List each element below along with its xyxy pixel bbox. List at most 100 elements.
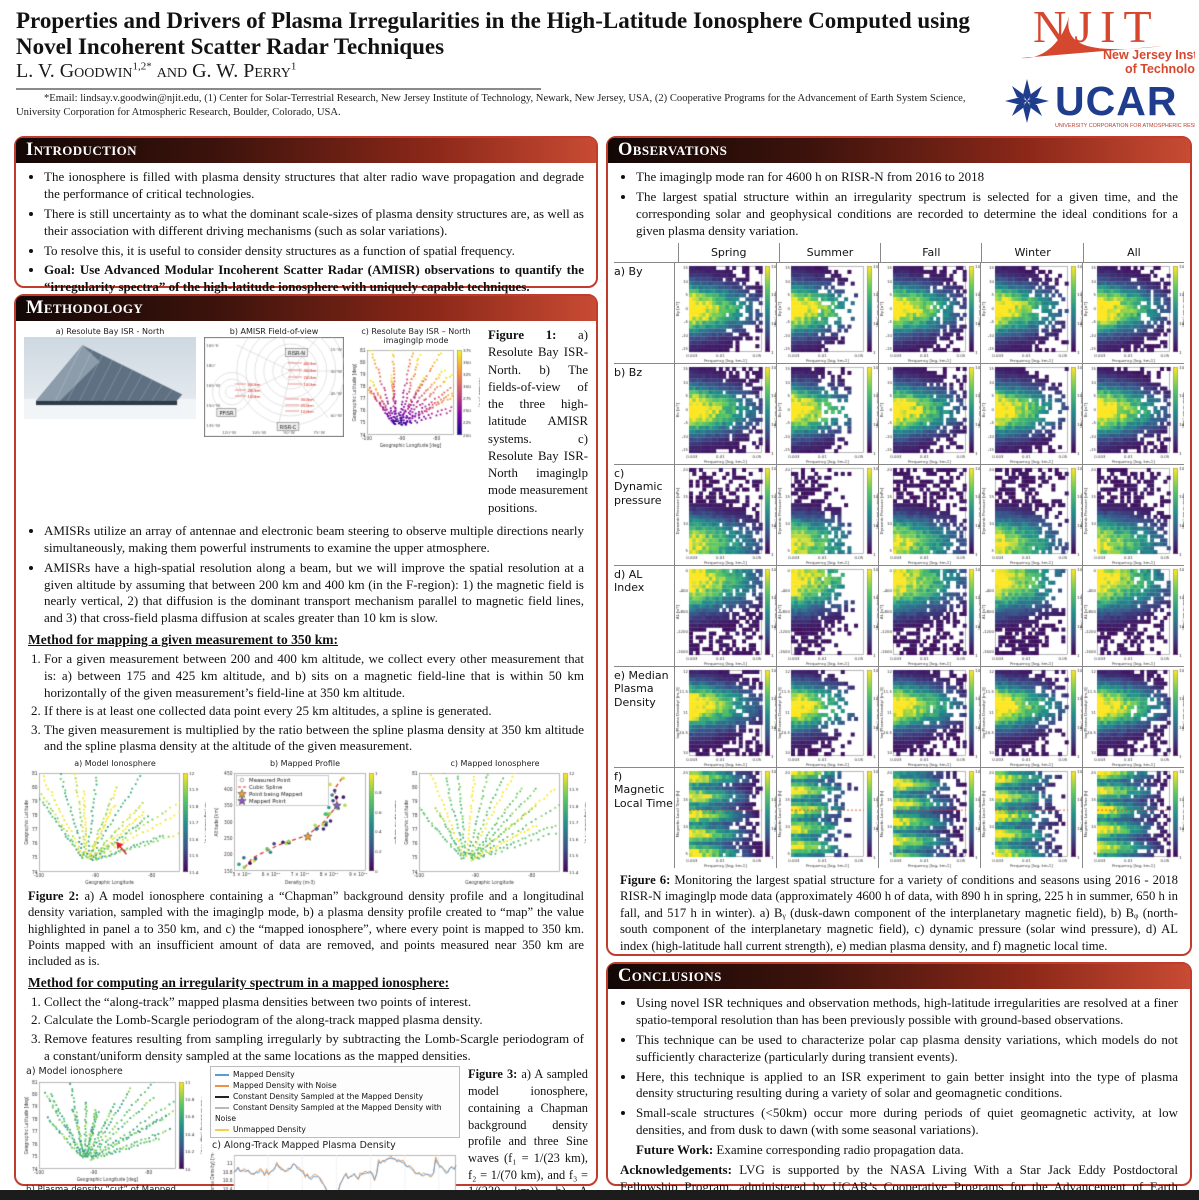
legend-entry: Unmapped Density — [215, 1124, 455, 1135]
methodology-section: Methodology a) Resolute Bay ISR - North … — [14, 294, 598, 1200]
list-item: This technique can be used to characteri… — [636, 1032, 1178, 1066]
fig3-left-column: a) Model ionosphere b) Plasma density “c… — [24, 1066, 202, 1200]
fig1-panel-b: b) AMISR Field-of-view — [204, 327, 344, 437]
authors-conj: and — [151, 60, 193, 82]
list-item: Using novel ISR techniques and observati… — [636, 995, 1178, 1029]
legend-entry: Mapped Density — [215, 1069, 455, 1080]
list-item: To resolve this, it is useful to conside… — [44, 243, 584, 260]
fig1c-title: c) Resolute Bay ISR – North imaginglp mo… — [361, 327, 471, 345]
obs-column-header: Fall — [880, 242, 981, 262]
obs-heatmap-cell — [1082, 565, 1184, 666]
obs-heatmap-cell — [674, 565, 776, 666]
njit-logo: NJIT New Jersey Institute of Technology — [1003, 1, 1199, 76]
obs-heatmap-cell — [1082, 363, 1184, 464]
method2-steps: Collect the “along-track” mapped plasma … — [44, 994, 584, 1065]
method1-heading: Method for mapping a given measurement t… — [28, 632, 338, 648]
legend-entry: Mapped Density with Noise — [215, 1080, 455, 1091]
fig3-legend: Mapped Density Mapped Density with Noise C… — [210, 1066, 460, 1139]
list-item: The largest spatial structure within an … — [636, 189, 1178, 240]
affiliation: *Email: lindsay.v.goodwin@njit.edu, (1) … — [16, 93, 966, 119]
obs-heatmap-cell — [980, 565, 1082, 666]
list-item: If there is at least one collected data … — [44, 703, 584, 720]
observations-header: Observations — [608, 138, 1190, 163]
introduction-section: Introduction The ionosphere is filled wi… — [14, 136, 598, 294]
observations-section: Observations The imaginglp mode ran for … — [606, 136, 1192, 956]
list-item: For a given measurement between 200 and … — [44, 651, 584, 701]
obs-heatmap-cell — [980, 666, 1082, 767]
obs-heatmap-cell — [878, 767, 980, 868]
ucar-logo: UCAR UNIVERSITY CORPORATION FOR ATMOSPHE… — [1003, 78, 1199, 130]
obs-heatmap-cell — [878, 464, 980, 565]
fig2-panel-b: b) Mapped Profile — [214, 759, 396, 886]
conclusions-bullets: Using novel ISR techniques and observati… — [636, 995, 1178, 1139]
legend-entry: Constant Density Sampled at the Mapped D… — [215, 1103, 442, 1124]
method1-steps: For a given measurement between 200 and … — [44, 651, 584, 755]
obs-heatmap-cell — [878, 565, 980, 666]
obs-heatmap-cell — [878, 262, 980, 363]
list-item: Small-scale structures (<50km) occur mor… — [636, 1105, 1178, 1139]
obs-heatmap-cell — [674, 262, 776, 363]
list-item: Calculate the Lomb-Scargle periodogram o… — [44, 1012, 584, 1029]
fig2b-chart — [214, 769, 396, 886]
future-work: Future Work: Examine corresponding radio… — [636, 1142, 964, 1158]
fig1b-title: b) AMISR Field-of-view — [229, 327, 319, 336]
obs-heatmap-cell — [776, 565, 878, 666]
obs-row-label: f) Magnetic Local Time — [614, 769, 673, 811]
fig2c-title: c) Mapped Ionosphere — [450, 759, 540, 769]
ucar-subtext: UNIVERSITY CORPORATION FOR ATMOSPHERIC R… — [1055, 123, 1195, 129]
obs-heatmap-cell — [878, 363, 980, 464]
introduction-header: Introduction — [16, 138, 596, 163]
header-divider — [16, 88, 541, 90]
poster-title: Properties and Drivers of Plasma Irregul… — [16, 8, 970, 60]
ucar-letters: UCAR — [1055, 78, 1177, 124]
fig1a-title: a) Resolute Bay ISR - North — [55, 327, 165, 336]
author-1-sup: 1,2* — [132, 60, 152, 73]
njit-swoosh-icon — [1021, 16, 1163, 59]
obs-heatmap-cell — [980, 363, 1082, 464]
obs-column-header: All — [1082, 242, 1184, 262]
amisr-fov-map — [204, 337, 344, 437]
obs-heatmap-cell — [1082, 262, 1184, 363]
njit-letters: NJIT — [1033, 2, 1160, 52]
fig1-panel-c: c) Resolute Bay ISR – North imaginglp mo… — [352, 327, 480, 448]
fig3a-chart — [24, 1078, 202, 1183]
list-item: There is still uncertainty as to what th… — [44, 206, 584, 240]
observations-bullets: The imaginglp mode ran for 4600 h on RIS… — [636, 169, 1178, 240]
poster-bottom-bar — [0, 1190, 1199, 1200]
fig1c-chart — [352, 346, 480, 448]
authors: L. V. Goodwin1,2* and G. W. Perry1 — [16, 60, 296, 83]
methodology-header: Methodology — [16, 296, 596, 321]
njit-sub-1: New Jersey Institute — [1103, 48, 1195, 62]
list-item: The given measurement is multiplied by t… — [44, 722, 584, 755]
list-item: The imaginglp mode ran for 4600 h on RIS… — [636, 169, 1178, 186]
obs-heatmap-cell — [776, 262, 878, 363]
observations-grid: Spring Summer Fall Winter All a) By b) Bz c) Dy… — [614, 242, 1184, 868]
methodology-bullets: AMISRs utilize an array of antennae and … — [44, 523, 584, 627]
conclusions-header: Conclusions — [608, 964, 1190, 989]
njit-sub-2: of Technology — [1125, 62, 1195, 76]
obs-row-label: d) AL Index — [614, 567, 645, 595]
fig3c-title: c) Along-Track Mapped Plasma Density — [212, 1140, 396, 1152]
obs-heatmap-cell — [776, 767, 878, 868]
obs-heatmap-cell — [980, 464, 1082, 565]
fig1-panel-a: a) Resolute Bay ISR - North — [24, 327, 196, 419]
list-item: AMISRs have a high-spatial resolution al… — [44, 560, 584, 628]
legend-swatch-icon — [215, 1107, 229, 1110]
obs-row-label: a) By — [614, 264, 643, 278]
legend-swatch-icon — [215, 1074, 229, 1077]
legend-swatch-icon — [215, 1085, 229, 1088]
author-2-sup: 1 — [290, 60, 297, 73]
fig3a-title: a) Model ionosphere — [26, 1066, 123, 1078]
fig2c-chart — [404, 769, 586, 886]
list-item: Goal: Use Advanced Modular Incoherent Sc… — [44, 262, 584, 296]
obs-heatmap-cell — [776, 666, 878, 767]
fig3-caption: Figure 3: a) A sampled model ionosphere,… — [468, 1067, 588, 1198]
list-item: AMISRs utilize an array of antennae and … — [44, 523, 584, 557]
fig3-middle-column: Mapped Density Mapped Density with Noise C… — [210, 1066, 460, 1200]
obs-heatmap-cell — [776, 464, 878, 565]
conclusions-section: Conclusions Using novel ISR techniques a… — [606, 962, 1192, 1200]
legend-entry: Constant Density Sampled at the Mapped D… — [215, 1091, 455, 1102]
fig1-caption: Figure 1: a) Resolute Bay ISR-North. b) … — [488, 328, 588, 515]
obs-row-label: e) Median Plasma Density — [614, 668, 669, 710]
